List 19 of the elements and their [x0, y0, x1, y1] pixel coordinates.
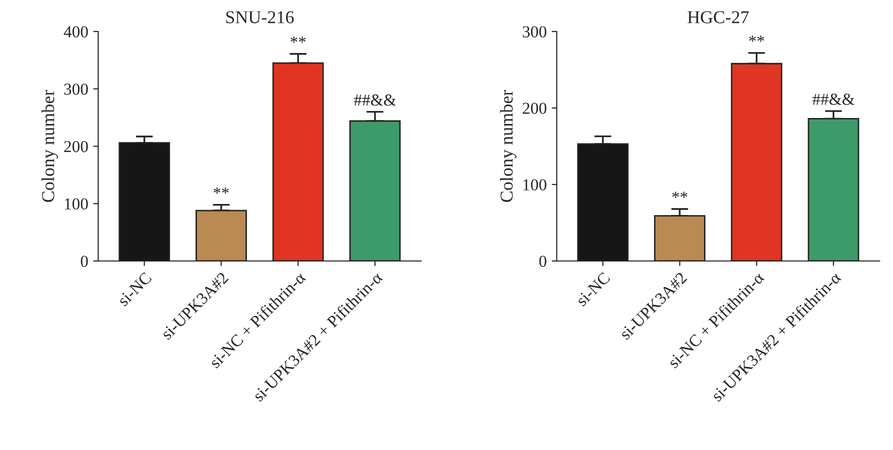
chart-title: HGC-27 — [688, 11, 749, 24]
y-tick-label: 300 — [522, 26, 546, 38]
y-tick-label: 100 — [523, 179, 546, 190]
y-axis-title: Colony number — [500, 90, 516, 202]
y-axis-title: Colony number — [42, 90, 58, 202]
y-tick-label: 300 — [64, 84, 88, 95]
chart-title: SNU-216 — [226, 11, 294, 24]
y-tick-label: 0 — [539, 256, 546, 267]
annotation: ** — [214, 188, 229, 194]
annotation: ** — [672, 192, 688, 198]
y-tick-label: 100 — [64, 198, 88, 210]
annotation: ** — [290, 36, 306, 43]
y-tick-label: 200 — [522, 102, 546, 114]
y-tick-label: 0 — [80, 256, 88, 267]
annotation: ##&& — [812, 94, 854, 105]
y-tick-label: 400 — [64, 26, 88, 38]
annotation: ##&& — [354, 94, 396, 106]
annotation: ** — [749, 36, 764, 42]
y-tick-label: 200 — [64, 140, 88, 152]
